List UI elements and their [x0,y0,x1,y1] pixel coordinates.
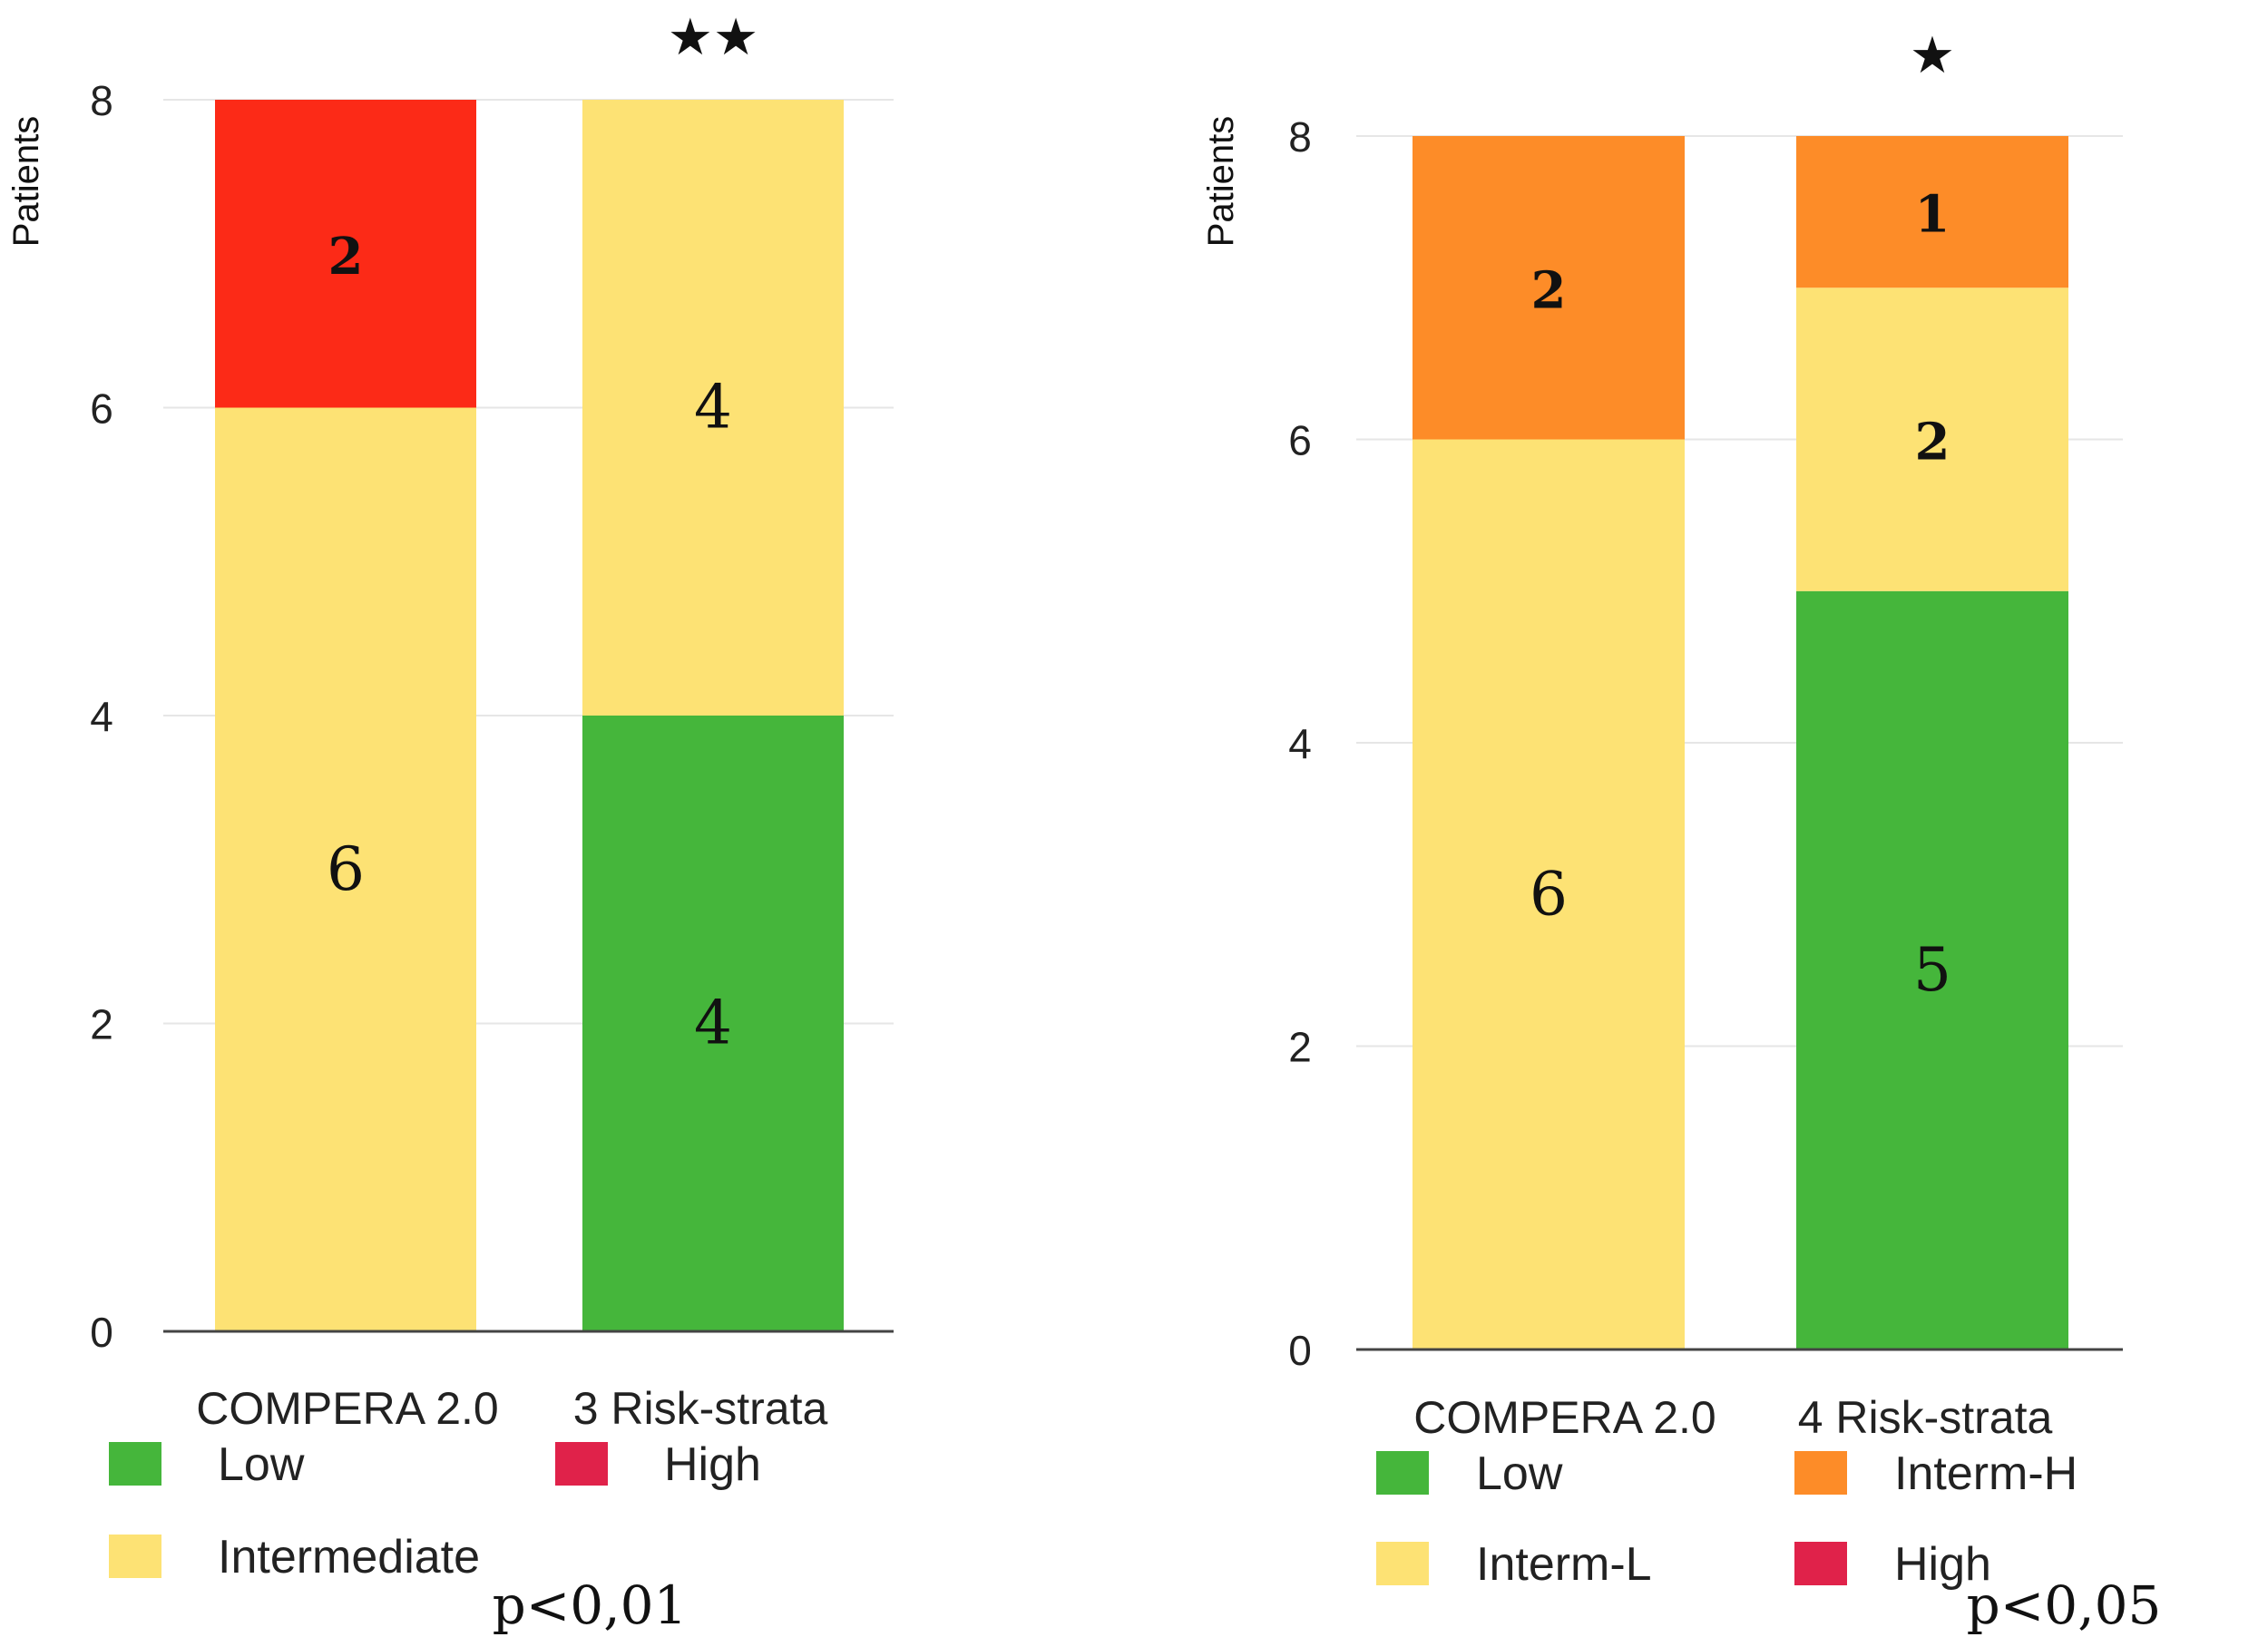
legend-swatch [1376,1451,1429,1495]
bar-segment-interm-l [1796,287,2068,591]
bar-segment-intermediate [582,100,844,716]
y-tick-label: 6 [90,385,113,433]
y-tick-label: 2 [1288,1024,1312,1071]
legend-swatch [109,1535,161,1578]
y-tick-label: 4 [90,693,113,740]
category-label: COMPERA 2.0 [1413,1392,1716,1443]
category-label: COMPERA 2.0 [196,1383,498,1434]
legend-swatch [1794,1451,1847,1495]
legend-swatch [555,1442,608,1486]
legend-label: High [664,1438,761,1491]
legend-swatch [109,1442,161,1486]
bar-segment-high [215,100,476,408]
bar-segment-low [1796,590,2068,1350]
legend-label: Interm-H [1894,1447,2077,1500]
y-axis-label: Patients [1201,116,1241,248]
y-tick-label: 4 [1288,720,1312,767]
legend: Low High Intermediate [109,1438,761,1583]
y-tick-label: 0 [90,1309,113,1356]
y-tick-label: 2 [90,1001,113,1048]
y-tick-label: 6 [1288,417,1312,464]
p-value: p<0,01 [493,1574,688,1636]
legend-label: Interm-L [1476,1538,1652,1591]
bar-segment-interm-h [1413,136,1685,440]
legend-label: Intermediate [218,1531,480,1583]
significance-stars: ★ [1910,26,1955,83]
data-label: 6 [1530,859,1568,929]
y-tick-label: 8 [1288,113,1312,161]
significance-stars: ★★ [668,8,758,65]
data-label: 5 [1913,935,1951,1005]
legend: Low Interm-H Interm-L High [1376,1447,2077,1591]
y-tick-label: 8 [90,77,113,124]
legend-label: Low [218,1438,305,1491]
legend-swatch [1376,1542,1429,1585]
legend-label: High [1894,1538,1991,1591]
chart-1: 0 2 4 6 8 Patients 6 2 COMPERA 2.0 4 4 ★★ 3 Risk-str… [6,8,894,1636]
data-label: 2 [1531,260,1567,320]
data-label: 6 [327,834,365,904]
legend-label: Low [1476,1447,1563,1500]
data-label: 4 [694,373,732,443]
bar-segment-interm-l [1413,439,1685,1350]
data-label: 1 [1915,185,1950,245]
data-label: 4 [694,989,732,1058]
category-label: 4 Risk-strata [1798,1392,2053,1443]
y-axis-label: Patients [6,116,46,248]
data-label: 2 [1915,413,1950,473]
data-label: 2 [328,227,364,287]
legend-swatch [1794,1542,1847,1585]
p-value: p<0,05 [1967,1574,2162,1636]
y-tick-label: 0 [1288,1327,1312,1374]
bar-segment-interm-h [1796,136,2068,288]
bar-segment-intermediate [215,407,476,1331]
bar-segment-low [582,716,844,1331]
category-label: 3 Risk-strata [573,1383,828,1434]
chart-2: 0 2 4 6 8 Patients 6 2 COMPERA 2.0 5 2 1 ★ 4 Risk-str… [1201,26,2161,1636]
